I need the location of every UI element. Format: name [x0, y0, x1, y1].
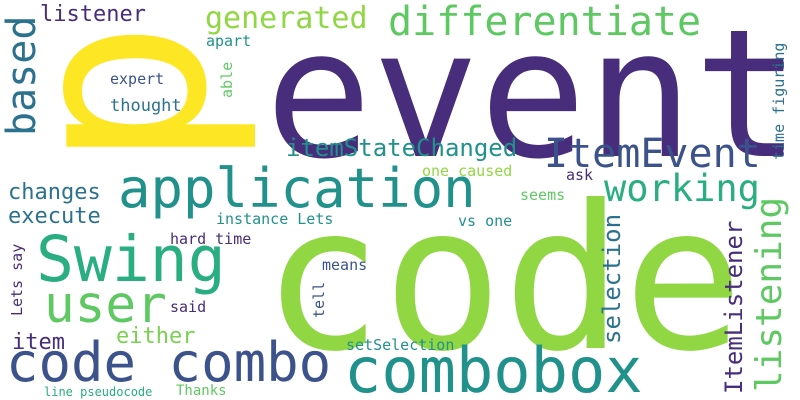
word-thought: thought — [110, 96, 182, 116]
word-instance-lets: instance Lets — [216, 210, 334, 228]
word-itemlistener: ItemListener — [720, 220, 748, 394]
word-hard-time: hard time — [170, 230, 252, 248]
word-tell: tell — [310, 281, 328, 318]
word-user: user — [44, 276, 167, 335]
word-generated: generated — [205, 1, 368, 36]
word-vs-one: vs one — [458, 212, 513, 230]
word-item: item — [12, 330, 65, 355]
word-lets-say: Lets say — [8, 243, 26, 316]
word-selection: selection — [598, 213, 626, 344]
word-based: based — [0, 15, 45, 136]
word-apart: apart — [206, 32, 252, 50]
word-differentiate: differentiate — [388, 0, 702, 45]
word-code: code — [262, 163, 744, 396]
word-able: able — [218, 61, 236, 98]
word-setselection: setSelection — [346, 336, 455, 354]
word-listener: listener — [40, 2, 146, 27]
word-working: working — [604, 167, 760, 210]
word-itemevent: ItemEvent — [544, 131, 761, 177]
word-line-pseudocode: line pseudocode — [44, 385, 153, 399]
word-either: either — [116, 324, 196, 349]
word-one-caused: one caused — [422, 162, 513, 180]
word-said: said — [170, 298, 207, 316]
word-code-combo: code combo — [6, 331, 332, 394]
word-changes: changes — [8, 180, 101, 205]
word-event: event — [265, 0, 800, 198]
word-application: application — [118, 157, 476, 220]
word-swing: Swing — [36, 223, 226, 296]
word-ask: ask — [566, 166, 594, 184]
word-time-figuring: time figuring — [770, 42, 788, 160]
word-seems: seems — [520, 186, 566, 204]
word-combobox: combobox — [344, 334, 643, 400]
word-expert: expert — [110, 70, 165, 88]
word-means: means — [322, 256, 368, 274]
word-execute: execute — [8, 204, 101, 229]
word-itemstatechanged: itemStateChanged — [286, 134, 518, 162]
word-listening: listening — [749, 196, 790, 392]
word-thanks: Thanks — [176, 383, 227, 399]
